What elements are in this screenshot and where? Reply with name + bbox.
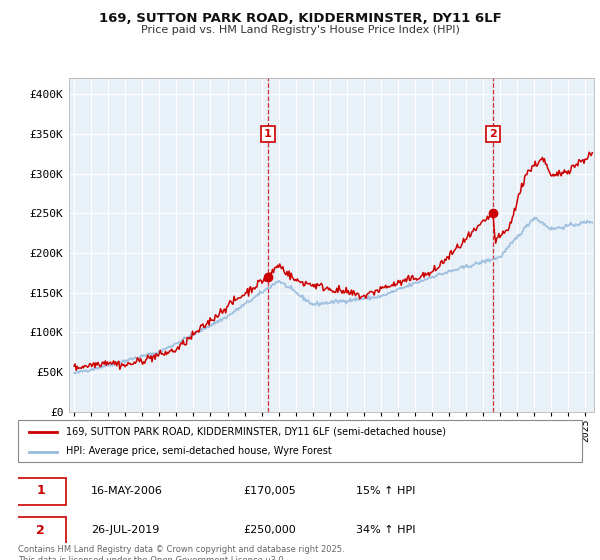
Text: 2: 2 [36, 524, 45, 536]
Text: 169, SUTTON PARK ROAD, KIDDERMINSTER, DY11 6LF: 169, SUTTON PARK ROAD, KIDDERMINSTER, DY… [98, 12, 502, 25]
FancyBboxPatch shape [15, 517, 66, 544]
FancyBboxPatch shape [15, 478, 66, 505]
Text: £170,005: £170,005 [244, 486, 296, 496]
Text: 16-MAY-2006: 16-MAY-2006 [91, 486, 163, 496]
Text: £250,000: £250,000 [244, 525, 296, 535]
Text: 15% ↑ HPI: 15% ↑ HPI [356, 486, 416, 496]
Text: HPI: Average price, semi-detached house, Wyre Forest: HPI: Average price, semi-detached house,… [66, 446, 332, 456]
Text: Contains HM Land Registry data © Crown copyright and database right 2025.
This d: Contains HM Land Registry data © Crown c… [18, 545, 344, 560]
Text: Price paid vs. HM Land Registry's House Price Index (HPI): Price paid vs. HM Land Registry's House … [140, 25, 460, 35]
Text: 26-JUL-2019: 26-JUL-2019 [91, 525, 160, 535]
Text: 1: 1 [36, 484, 45, 497]
FancyBboxPatch shape [18, 420, 582, 462]
Text: 34% ↑ HPI: 34% ↑ HPI [356, 525, 416, 535]
Text: 169, SUTTON PARK ROAD, KIDDERMINSTER, DY11 6LF (semi-detached house): 169, SUTTON PARK ROAD, KIDDERMINSTER, DY… [66, 427, 446, 437]
Text: 2: 2 [489, 129, 497, 139]
Text: 1: 1 [264, 129, 272, 139]
